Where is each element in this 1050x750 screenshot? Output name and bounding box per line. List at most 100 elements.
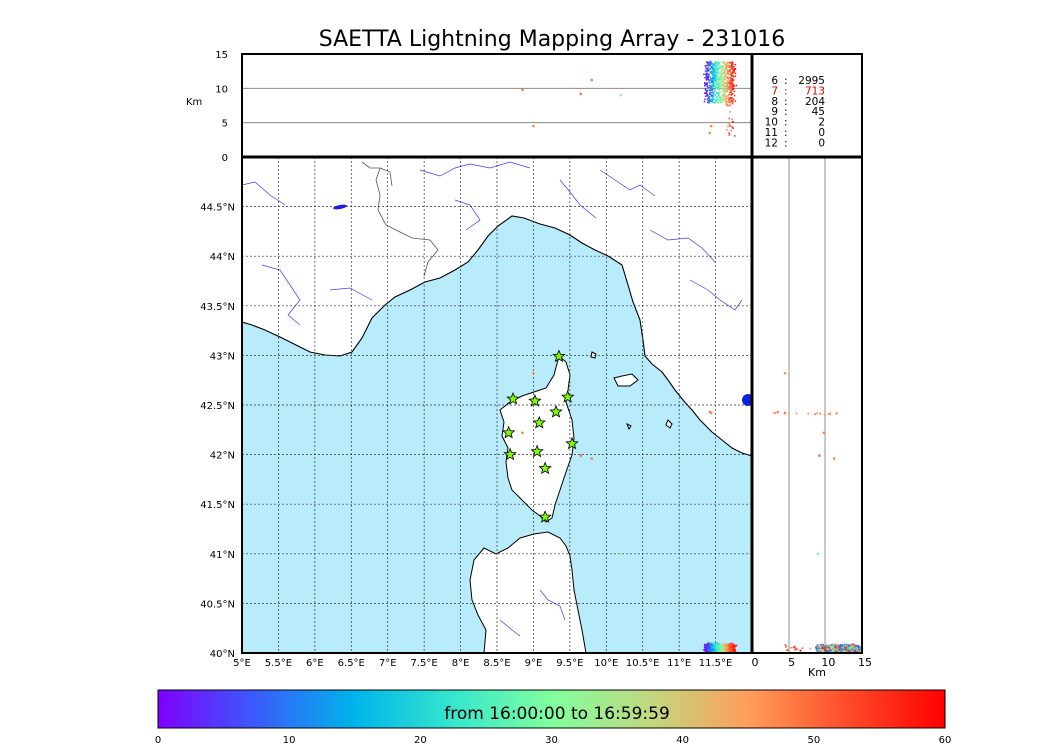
km-axis-label: Km — [808, 666, 826, 679]
source-point — [724, 650, 727, 653]
source-point — [785, 646, 787, 648]
source-point — [704, 650, 707, 653]
source-point — [711, 77, 714, 80]
source-point — [720, 650, 722, 652]
source-count: 2995 — [798, 75, 825, 87]
blue-source-blob — [742, 394, 752, 406]
source-point — [709, 643, 711, 645]
source-point — [829, 413, 831, 416]
source-point — [725, 67, 727, 69]
source-point — [729, 74, 732, 76]
lat-tick-label: 41°N — [210, 550, 235, 561]
source-point — [711, 91, 713, 94]
source-point — [713, 648, 715, 651]
source-point — [720, 78, 723, 80]
source-point — [816, 412, 818, 414]
source-point — [723, 61, 726, 63]
source-point — [722, 649, 725, 651]
source-point — [729, 83, 731, 86]
source-point — [710, 648, 712, 651]
lon-tick-label: 9.5°E — [556, 658, 583, 669]
source-point — [706, 73, 709, 76]
source-point — [722, 89, 725, 92]
source-point — [721, 94, 724, 96]
source-point — [717, 71, 720, 73]
source-point — [730, 648, 733, 651]
scattered-source — [619, 552, 623, 556]
source-point — [790, 646, 792, 649]
source-point — [719, 644, 721, 646]
source-point — [707, 648, 709, 651]
station-number: 7 — [771, 85, 778, 97]
lat-axis-ticks: 40°N 40.5°N 41°N 41.5°N 42°N 42.5°N 43°N 43.5°N… — [200, 203, 235, 660]
source-point — [731, 79, 734, 82]
source-point — [713, 85, 715, 88]
source-point — [709, 82, 711, 84]
source-point — [831, 650, 833, 652]
lon-tick-label: 8.5°E — [483, 658, 510, 669]
station-separator: : — [784, 96, 788, 108]
source-point — [711, 90, 714, 92]
source-point — [723, 650, 725, 653]
station-star — [538, 461, 552, 475]
source-point — [848, 650, 851, 653]
source-point — [703, 73, 705, 75]
source-point — [710, 94, 712, 96]
lon-tick-label: 7°E — [379, 658, 397, 669]
source-point — [721, 91, 723, 94]
source-point — [704, 83, 707, 86]
source-point — [706, 90, 709, 92]
source-point — [852, 649, 854, 651]
source-point — [706, 94, 708, 97]
source-point — [714, 651, 717, 653]
source-point — [732, 649, 735, 651]
source-point — [723, 72, 725, 75]
source-point — [708, 73, 710, 76]
source-point — [709, 67, 711, 70]
source-point — [729, 101, 732, 104]
source-point — [713, 73, 715, 75]
station-star — [503, 447, 517, 461]
source-point — [817, 646, 819, 649]
source-point — [723, 88, 725, 91]
source-point — [815, 649, 818, 651]
source-point — [730, 72, 733, 74]
source-point — [728, 132, 730, 134]
source-point — [728, 93, 730, 96]
source-point — [716, 73, 719, 76]
map-panel: 5°E 5.5°E 6°E 6.5°E 7°E 7.5°E 8°E 8.5°E 9°E 9.5°E… — [200, 157, 752, 669]
source-point — [730, 78, 732, 81]
source-point — [729, 69, 731, 72]
source-point — [836, 643, 838, 645]
source-point — [722, 85, 724, 87]
lat-tick-label: 44°N — [210, 252, 235, 263]
source-point — [725, 76, 727, 78]
source-point — [703, 92, 706, 94]
source-point — [714, 81, 717, 84]
source-point — [727, 643, 730, 645]
source-point — [720, 83, 722, 85]
source-point — [715, 648, 717, 650]
source-point — [708, 97, 710, 99]
station-separator: : — [784, 117, 788, 129]
source-point — [705, 643, 708, 646]
source-point — [721, 80, 724, 83]
lake-geneva — [333, 204, 347, 210]
source-point — [726, 73, 728, 75]
source-point — [717, 648, 719, 650]
source-point — [711, 645, 714, 648]
source-point — [717, 93, 720, 95]
source-point — [731, 644, 734, 646]
source-point — [704, 84, 706, 87]
source-count: 2 — [818, 117, 825, 129]
source-point — [704, 87, 707, 90]
source-point — [733, 67, 735, 70]
source-point — [730, 80, 732, 82]
source-point — [723, 97, 726, 100]
outer-frame — [241, 53, 863, 654]
source-point — [732, 65, 735, 68]
source-point — [709, 60, 712, 63]
source-point — [723, 83, 725, 85]
source-point — [711, 72, 714, 74]
source-point — [774, 412, 777, 414]
